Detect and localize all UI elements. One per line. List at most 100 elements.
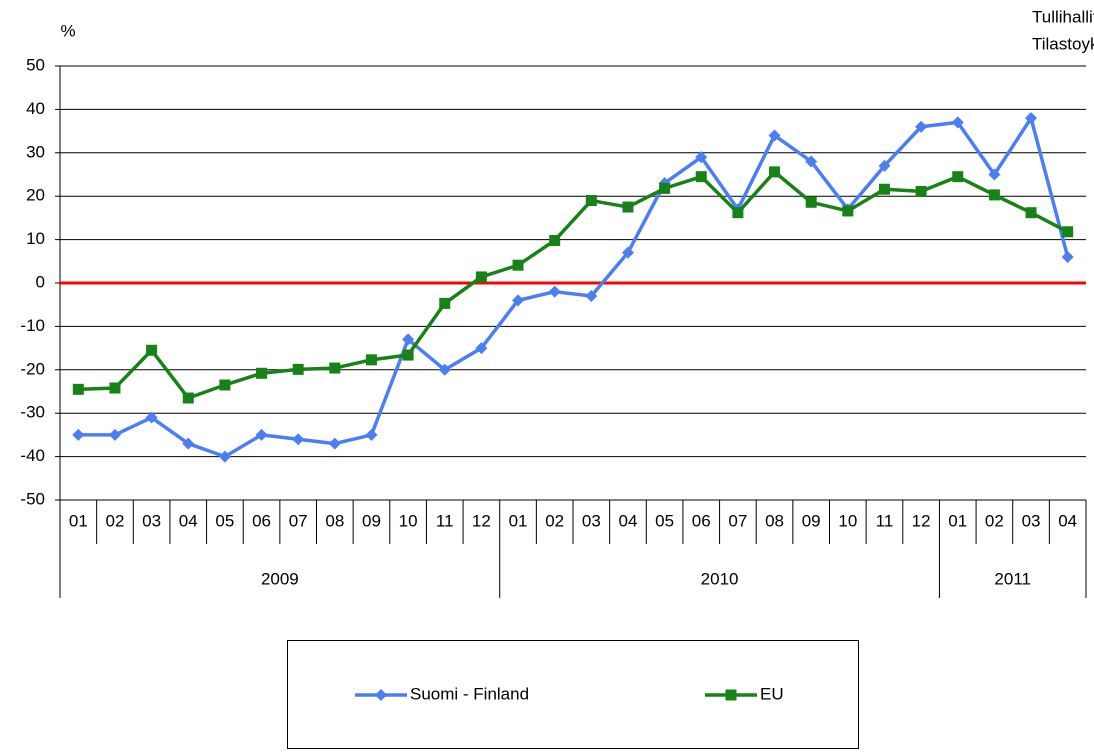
marker [768,129,781,142]
marker [109,382,121,394]
marker [915,185,927,197]
marker [402,349,414,361]
series-line [78,116,1070,459]
marker [439,297,451,309]
x-tick-label: 05 [655,511,674,530]
marker [365,354,377,366]
marker [146,344,158,356]
group-label: 2010 [701,569,739,588]
x-tick-label: 11 [876,511,894,530]
marker [292,363,304,375]
x-tick-label: 06 [692,511,711,530]
y-tick-label: 10 [26,229,45,248]
marker [438,363,451,376]
x-tick-label: 03 [1022,511,1041,530]
marker [878,183,890,195]
marker [951,116,964,129]
x-tick-label: 01 [509,511,528,530]
legend-label: Suomi - Finland [410,684,529,703]
marker [585,195,597,207]
marker [475,342,488,355]
marker [915,120,928,133]
marker [145,411,158,424]
source: Tilastoyksikkö [1032,34,1094,53]
marker [732,207,744,219]
legend-label: EU [760,684,784,703]
x-tick-label: 12 [472,511,491,530]
marker [329,362,341,374]
marker [695,171,707,183]
marker [878,159,891,172]
marker [842,205,854,217]
source: Tullihallitus [1032,7,1094,26]
marker [1062,226,1074,238]
x-tick-label: 09 [362,511,381,530]
y-tick-label: -50 [20,489,45,508]
marker [182,437,195,450]
x-tick-label: 05 [215,511,234,530]
x-tick-label: 09 [802,511,821,530]
x-tick-label: 02 [545,511,564,530]
x-tick-label: 10 [399,511,418,530]
marker [952,171,964,183]
x-tick-label: 04 [1058,511,1077,530]
marker [182,392,194,404]
y-tick-label: 40 [26,99,45,118]
y-tick-label: 0 [36,272,45,291]
marker [1025,112,1038,125]
x-tick-label: 03 [582,511,601,530]
marker [108,428,121,441]
marker [402,333,415,346]
group-label: 2009 [261,569,299,588]
y-tick-label: 20 [26,186,45,205]
x-tick-label: 10 [838,511,857,530]
marker [1061,250,1074,263]
marker [292,433,305,446]
marker [805,196,817,208]
marker [512,259,524,271]
x-tick-label: 01 [948,511,967,530]
x-tick-label: 01 [69,511,88,530]
marker [622,201,634,213]
marker [548,285,561,298]
marker [988,168,1001,181]
y-tick-label: -40 [20,446,45,465]
marker [1025,207,1037,219]
y-tick-label: 30 [26,142,45,161]
marker [549,234,561,246]
marker [255,428,268,441]
x-tick-label: 02 [985,511,1004,530]
x-tick-label: 08 [325,511,344,530]
group-label: 2011 [994,569,1031,588]
legend-marker [725,689,737,701]
marker [475,271,487,283]
marker [585,290,598,303]
marker [621,246,634,259]
y-axis-label: % [60,21,75,40]
x-tick-label: 11 [436,511,454,530]
x-tick-label: 07 [289,511,308,530]
marker [988,189,1000,201]
x-tick-label: 08 [765,511,784,530]
marker [805,155,818,168]
marker [512,294,525,307]
marker [72,428,85,441]
marker [365,428,378,441]
legend-box [287,640,859,749]
x-tick-label: 04 [619,511,638,530]
series-line [78,170,1069,400]
y-tick-label: -20 [20,359,45,378]
x-tick-label: 06 [252,511,271,530]
x-tick-label: 03 [142,511,161,530]
y-tick-label: 50 [26,55,45,74]
x-tick-label: 07 [728,511,747,530]
x-tick-label: 12 [912,511,931,530]
x-tick-label: 02 [106,511,125,530]
marker [769,166,781,178]
marker [219,379,231,391]
x-tick-label: 04 [179,511,198,530]
marker [659,182,671,194]
marker [328,437,341,450]
marker [72,383,84,395]
